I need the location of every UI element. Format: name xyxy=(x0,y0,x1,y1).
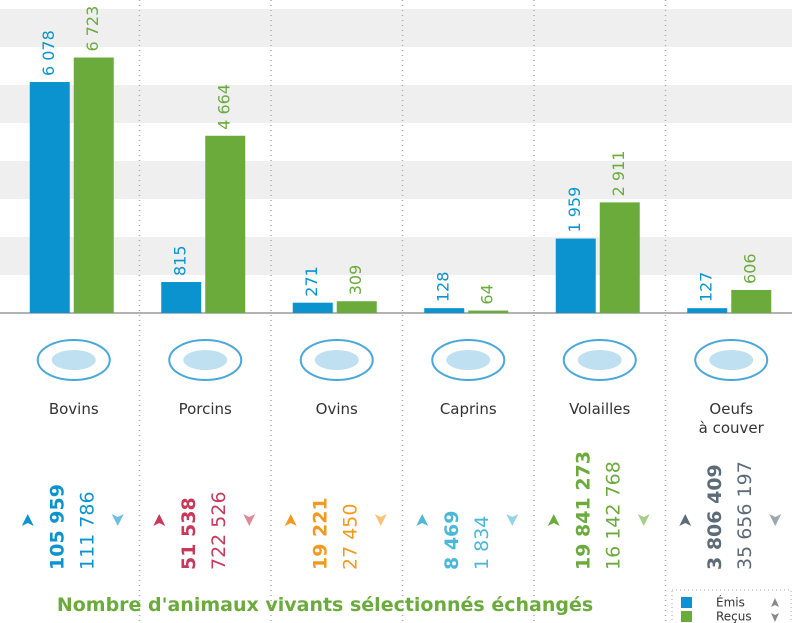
legend-arrow xyxy=(771,613,779,622)
category-label: Bovins xyxy=(8,400,140,419)
bar xyxy=(556,239,596,313)
category-label: Volailles xyxy=(534,400,666,419)
up-arrow xyxy=(416,514,428,526)
received-total: 1 834 xyxy=(471,516,493,570)
received-total: 722 526 xyxy=(208,491,230,570)
value-label: 309 xyxy=(346,265,365,296)
animal-icon-shade xyxy=(446,350,490,370)
value-label: 6 723 xyxy=(83,6,102,52)
bar xyxy=(74,58,114,313)
chart: 6 078 6 723 105 959 111 786 815 4 664 51 538 72… xyxy=(0,0,792,623)
legend-swatch xyxy=(681,611,692,622)
category-label: Ovins xyxy=(271,400,403,419)
down-arrow xyxy=(243,514,255,526)
received-total: 27 450 xyxy=(339,504,361,570)
grid-band xyxy=(0,85,792,123)
value-label: 6 078 xyxy=(39,30,58,76)
value-label: 815 xyxy=(171,245,190,276)
category-label: Caprins xyxy=(402,400,534,419)
down-arrow xyxy=(375,514,387,526)
emitted-total: 19 221 xyxy=(309,497,331,570)
legend-swatch xyxy=(681,597,692,608)
category-label: Porcins xyxy=(139,400,271,419)
value-label: 128 xyxy=(434,272,453,303)
bar xyxy=(337,301,377,313)
emitted-total: 51 538 xyxy=(178,497,200,570)
up-arrow xyxy=(22,514,34,526)
bar xyxy=(205,136,245,313)
value-label: 606 xyxy=(741,253,760,284)
chart-title: Nombre d'animaux vivants sélectionnés éc… xyxy=(0,594,650,616)
animal-icon-shade xyxy=(315,350,359,370)
up-arrow xyxy=(548,514,560,526)
legend-label: Émis xyxy=(716,595,745,610)
value-label: 64 xyxy=(478,284,497,304)
emitted-total: 19 841 273 xyxy=(572,451,594,570)
bar xyxy=(468,311,508,313)
down-arrow xyxy=(638,514,650,526)
down-arrow xyxy=(112,514,124,526)
animal-icon-shade xyxy=(578,350,622,370)
animal-icon-shade xyxy=(52,350,96,370)
emitted-total: 8 469 xyxy=(441,511,463,571)
bar xyxy=(30,82,70,313)
up-arrow xyxy=(285,514,297,526)
received-total: 35 656 197 xyxy=(734,461,756,570)
up-arrow xyxy=(153,514,165,526)
bar xyxy=(424,308,464,313)
animal-icon-shade xyxy=(183,350,227,370)
down-arrow xyxy=(769,514,781,526)
value-label: 1 959 xyxy=(565,187,584,233)
bar xyxy=(161,282,201,313)
emitted-total: 3 806 409 xyxy=(704,464,726,570)
grid-band xyxy=(0,9,792,47)
bar xyxy=(687,308,727,313)
received-total: 16 142 768 xyxy=(602,461,624,570)
bar xyxy=(600,202,640,313)
value-label: 271 xyxy=(302,266,321,297)
emitted-total: 105 959 xyxy=(46,484,68,570)
bar xyxy=(731,290,771,313)
category-label: Oeufs à couver xyxy=(665,400,792,438)
down-arrow xyxy=(506,514,518,526)
legend-arrow xyxy=(771,598,779,607)
bar xyxy=(293,303,333,313)
legend-label: Reçus xyxy=(716,610,752,623)
grid-band xyxy=(0,161,792,199)
infographic: 6 078 6 723 105 959 111 786 815 4 664 51 538 72… xyxy=(0,0,792,623)
received-total: 111 786 xyxy=(76,491,98,570)
grid-band xyxy=(0,237,792,275)
value-label: 127 xyxy=(697,272,716,303)
value-label: 2 911 xyxy=(609,151,628,197)
value-label: 4 664 xyxy=(215,84,234,130)
animal-icon-shade xyxy=(709,350,753,370)
up-arrow xyxy=(679,514,691,526)
